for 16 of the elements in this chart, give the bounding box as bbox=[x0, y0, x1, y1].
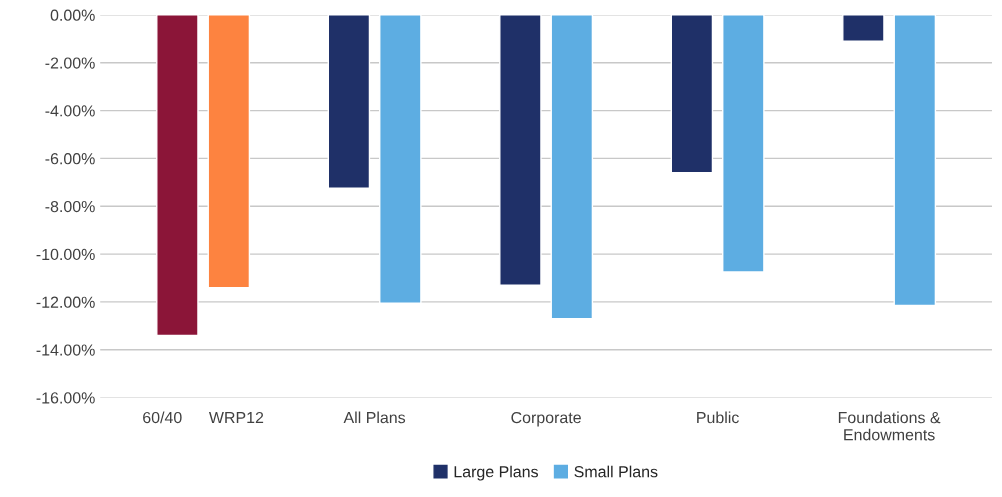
x-tick-label: All Plans bbox=[343, 411, 406, 424]
y-tick-label: -10.00% bbox=[36, 248, 95, 261]
legend-label: Large Plans bbox=[454, 465, 538, 481]
y-tick-label: -14.00% bbox=[36, 344, 95, 356]
y-tick-label: -16.00% bbox=[36, 392, 95, 404]
y-tick-label: -6.00% bbox=[45, 153, 95, 165]
x-tick-label: Public bbox=[697, 411, 739, 424]
y-tick-label: -2.00% bbox=[45, 57, 95, 69]
y-tick-label: 0.00% bbox=[50, 9, 95, 21]
legend-label: Small Plans bbox=[574, 465, 658, 478]
x-tick-label: Corporate bbox=[511, 411, 581, 427]
x-tick-label: Foundations & Endowments bbox=[838, 411, 941, 441]
y-tick-label: -4.00% bbox=[45, 105, 95, 117]
y-tick-label: -8.00% bbox=[45, 200, 95, 213]
x-tick-label: 60/40 WRP12 bbox=[143, 411, 264, 424]
y-tick-label: -12.00% bbox=[36, 296, 95, 308]
